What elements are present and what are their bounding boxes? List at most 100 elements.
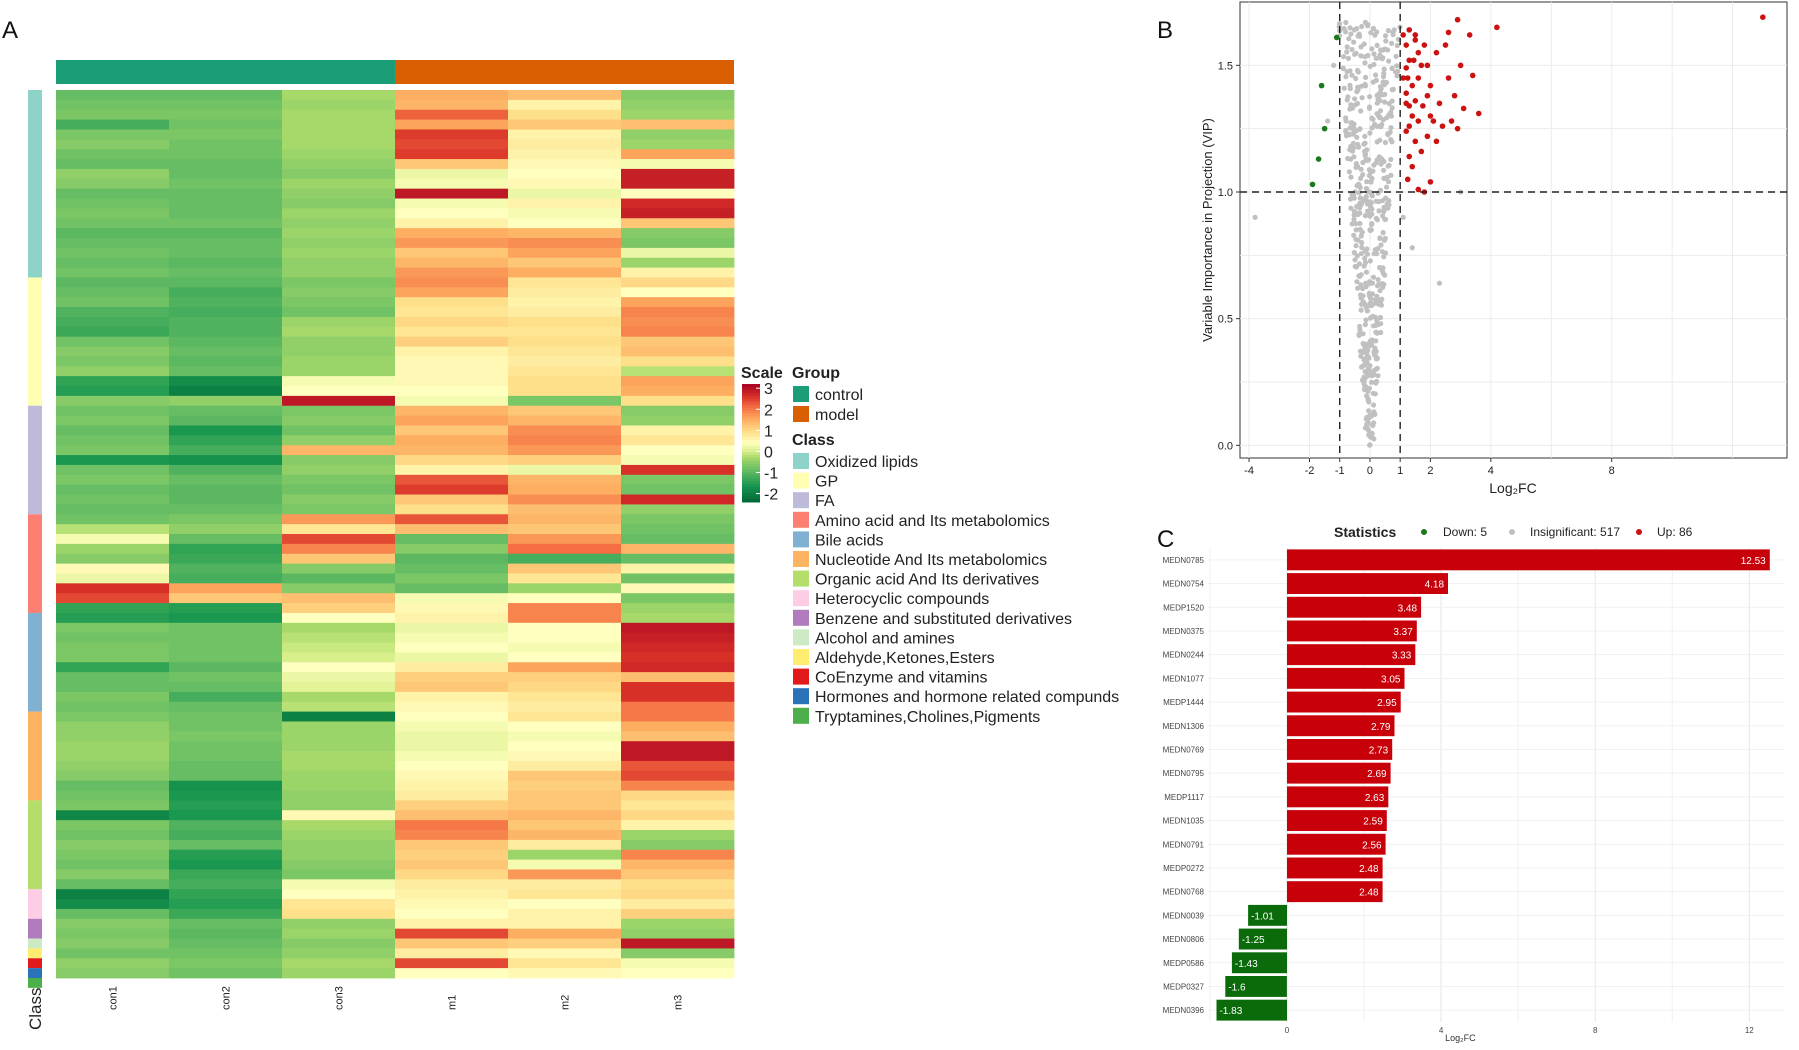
heatmap-cell: [621, 751, 735, 762]
up-point: [1436, 100, 1443, 107]
heatmap-cell: [621, 612, 735, 624]
log2fc-bar-panel: 12.53 MEDN0785 4.18 MEDN0754 3.48 MEDP1520 3.3…: [1163, 524, 1784, 1043]
heatmap-cell: [395, 297, 509, 308]
insignificant-point: [1358, 353, 1364, 359]
class-legend-label: Amino acid and Its metabolomics: [815, 513, 1050, 530]
bar-MEDP1444: [1287, 691, 1401, 713]
heatmap-cell: [56, 958, 170, 969]
heatmap-cell: [169, 869, 283, 880]
heatmap-cell: [395, 553, 509, 564]
heatmap-cell: [56, 405, 170, 416]
insignificant-point: [1368, 221, 1375, 228]
up-point: [1403, 42, 1410, 48]
group-legend-swatch-model: [793, 406, 809, 422]
insignificant-point: [1378, 299, 1384, 305]
up-point: [1415, 118, 1422, 124]
insignificant-point: [1340, 66, 1346, 72]
heatmap-cell: [395, 356, 509, 367]
scale-gradient-step: [742, 457, 760, 462]
insignificant-point: [1358, 233, 1364, 239]
heatmap-cell: [56, 277, 170, 288]
insignificant-point: [1377, 84, 1383, 90]
heatmap-cell: [56, 425, 170, 436]
up-point: [1409, 113, 1416, 119]
scale-gradient-step: [742, 496, 760, 500]
heatmap-cell: [56, 948, 170, 959]
heatmap-cell: [169, 386, 283, 397]
heatmap-cell: [56, 820, 170, 831]
insignificant-point: [1358, 282, 1364, 288]
heatmap-cell: [56, 435, 170, 446]
scatter-x-tick-label: -2: [1305, 465, 1315, 477]
insignificant-point: [1373, 198, 1379, 204]
heatmap-cell: [56, 731, 170, 742]
heatmap-cell: [395, 849, 509, 860]
insignificant-point: [1357, 33, 1363, 39]
insignificant-point: [1370, 313, 1376, 319]
insignificant-point: [1367, 342, 1373, 349]
column-label-con1: con1: [108, 986, 120, 1010]
scale-gradient-step: [742, 443, 760, 447]
insignificant-point: [1357, 323, 1363, 329]
heatmap-cell: [395, 326, 509, 338]
insignificant-point: [1357, 220, 1363, 227]
heatmap-cell: [395, 218, 509, 229]
heatmap-cell: [56, 652, 170, 663]
scale-title: Scale: [741, 365, 783, 382]
insignificant-point: [1353, 227, 1359, 233]
scatter-x-tick-label: 8: [1609, 465, 1615, 477]
heatmap-cell: [56, 672, 170, 683]
heatmap-cell: [282, 435, 396, 446]
heatmap-cell: [282, 632, 396, 643]
heatmap-cell: [395, 494, 509, 505]
heatmap-cell: [621, 780, 735, 791]
heatmap-cell: [621, 159, 735, 170]
heatmap-cell: [169, 287, 283, 298]
heatmap-cell: [282, 257, 396, 268]
heatmap-cell: [282, 159, 396, 170]
heatmap-cell: [508, 346, 622, 357]
heatmap-cell: [169, 543, 283, 555]
insignificant-point: [1351, 232, 1357, 238]
heatmap-cell: [169, 514, 283, 525]
heatmap-cell: [621, 573, 735, 584]
down-point: [1315, 156, 1322, 162]
up-point: [1457, 62, 1464, 69]
heatmap-cell: [621, 741, 735, 752]
insignificant-point: [1371, 420, 1377, 426]
heatmap-cell: [282, 958, 396, 969]
heatmap-cell: [282, 948, 396, 959]
scale-gradient-step: [742, 475, 760, 479]
heatmap-cell: [621, 435, 735, 446]
heatmap-cell: [621, 682, 735, 693]
heatmap-cell: [169, 395, 283, 407]
bar-MEDN1035: [1287, 810, 1387, 831]
up-point: [1406, 123, 1413, 129]
heatmap-cell: [282, 139, 396, 150]
heatmap-cell: [56, 445, 170, 456]
heatmap-cell: [169, 573, 283, 584]
heatmap-cell: [56, 928, 170, 939]
bar-MEDN0039: [1248, 904, 1287, 926]
heatmap-cell: [282, 228, 396, 239]
insignificant-point: [1363, 74, 1369, 80]
insignificant-point: [1384, 184, 1390, 190]
scale-gradient-step: [742, 395, 760, 400]
insignificant-point: [1372, 411, 1378, 417]
scale-gradient-step: [742, 499, 760, 503]
insignificant-point: [1369, 379, 1375, 385]
heatmap-cell: [395, 386, 509, 397]
bar-value-label-MEDN0785: 12.53: [1741, 556, 1766, 567]
up-point: [1475, 110, 1482, 117]
insignificant-point: [1359, 201, 1365, 207]
bar-category-label-MEDP0327: MEDP0327: [1163, 982, 1204, 991]
heatmap-cell: [621, 721, 735, 732]
insignificant-point: [1363, 185, 1369, 192]
up-point: [1412, 98, 1419, 104]
heatmap-cell: [56, 415, 170, 426]
bar-MEDN0244: [1287, 644, 1416, 666]
heatmap-cell: [395, 178, 509, 190]
scatter-y-tick-label: 0.5: [1218, 314, 1233, 326]
heatmap-cell: [621, 445, 735, 456]
heatmap-cell: [395, 99, 509, 111]
